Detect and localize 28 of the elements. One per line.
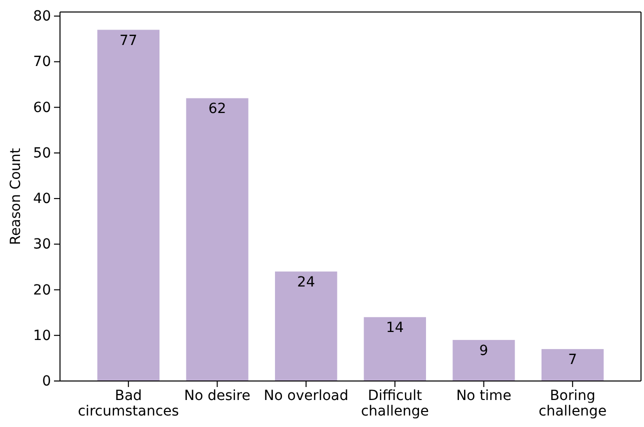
y-tick-label: 10 <box>33 328 51 344</box>
y-tick-label: 30 <box>33 236 51 253</box>
data-label: 77 <box>119 32 138 49</box>
data-label: 14 <box>386 320 404 336</box>
x-tick-label: No desire <box>184 388 250 404</box>
bar <box>274 272 338 381</box>
bar <box>364 317 426 381</box>
bar <box>97 30 160 381</box>
data-label: 62 <box>208 101 226 118</box>
x-tick-label: No overload <box>264 388 348 404</box>
x-tick-label: Bad circumstances <box>78 388 179 420</box>
y-tick-label: 0 <box>42 373 51 390</box>
data-label: 24 <box>297 274 316 291</box>
x-tick-label: No time <box>456 388 512 404</box>
y-tick-label: 50 <box>33 145 51 162</box>
y-tick-label: 60 <box>33 100 51 116</box>
y-tick-label: 20 <box>33 282 51 298</box>
data-label: 7 <box>568 352 578 368</box>
bar <box>452 340 515 381</box>
x-tick-label: Difficult challenge <box>360 388 429 420</box>
y-tick-label: 40 <box>33 191 51 208</box>
bar <box>186 98 248 381</box>
y-tick-label: 70 <box>33 54 51 70</box>
y-tick-label: 80 <box>33 8 51 25</box>
y-axis-title: Reason Count <box>8 147 24 246</box>
x-tick-label: Boring challenge <box>538 388 607 420</box>
data-label: 9 <box>479 342 488 359</box>
bar <box>542 349 604 381</box>
